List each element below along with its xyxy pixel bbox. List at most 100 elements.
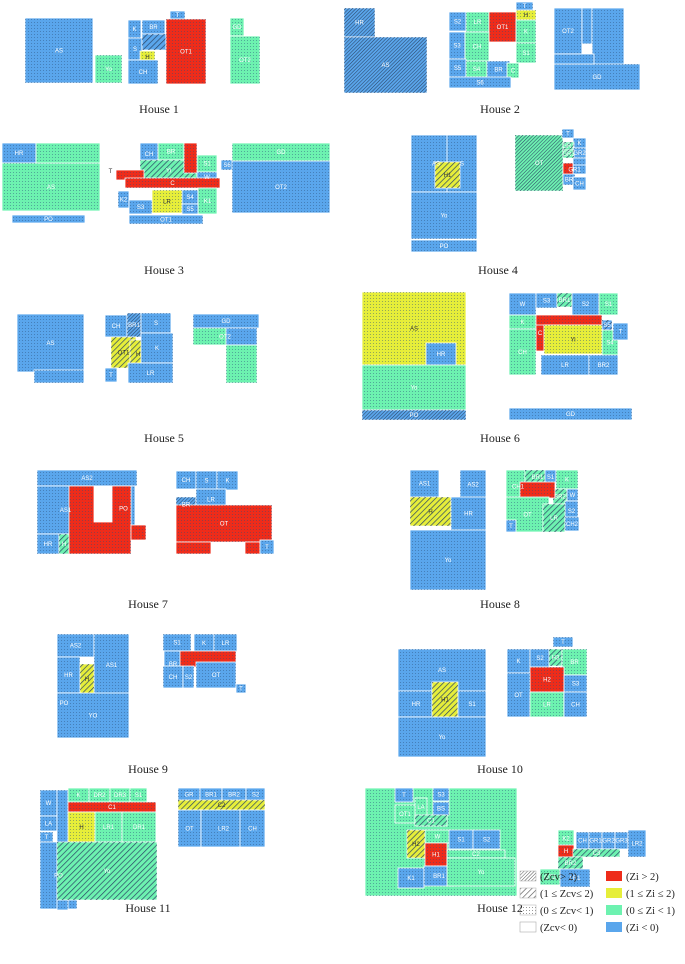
- caption-house-1: House 1: [139, 102, 179, 116]
- h2-room-label: HR: [355, 21, 364, 27]
- h3-room-label: LR: [163, 200, 171, 206]
- legend-swatch-hatch: [519, 887, 537, 899]
- h1-room-label: OT2: [239, 58, 251, 64]
- h12-room-label: LR2: [631, 842, 643, 848]
- h3-room-label: CH: [145, 152, 154, 158]
- h7-room-label: T: [265, 545, 269, 551]
- h2-room-label: AS: [381, 63, 389, 69]
- h6-room-label: S1: [605, 302, 613, 308]
- h8-room-label: T: [509, 524, 513, 530]
- h4-room-label: H1: [444, 173, 452, 179]
- h7-room-label: PO: [119, 507, 128, 513]
- legend-swatch-yellow: [606, 888, 622, 898]
- legend-swatch-empty: [519, 921, 537, 933]
- h4-room-label: GR2: [573, 151, 586, 157]
- h4-room-label: GR3: [562, 152, 575, 158]
- h8-room-label: K: [565, 478, 569, 484]
- h6-room-label: BR2: [598, 363, 610, 369]
- h10-room-label: H1: [441, 698, 449, 704]
- legend-swatch-red: [606, 871, 622, 881]
- h12-room-label: C2: [472, 852, 480, 858]
- h1-room-label: BR: [149, 25, 158, 31]
- h10-room-label: Yo: [439, 735, 446, 741]
- h1-room-label: Yo: [105, 67, 112, 73]
- h3-room: [183, 142, 198, 174]
- h12-room-label: C1: [427, 819, 435, 825]
- h11-room-label: DR2: [93, 793, 106, 799]
- h11-room-label: Yo: [104, 869, 111, 875]
- h6-room-label: HR: [437, 352, 446, 358]
- h12-room-label: GR2: [602, 839, 615, 845]
- h8-room-label: H: [428, 510, 432, 516]
- h10-room-label: OT: [514, 693, 523, 699]
- h10-room-label: H2: [543, 678, 551, 684]
- h5-room-label: K: [155, 346, 159, 352]
- h9-room-label: CH: [169, 675, 178, 681]
- h2-room-label: BR: [494, 68, 503, 74]
- h12-room-label: T: [402, 793, 406, 799]
- h8-room-label: OT: [523, 513, 532, 519]
- h1-room-label: OT1: [180, 50, 192, 56]
- h6-room-label: LR: [561, 363, 569, 369]
- h11-room-label: C2: [218, 803, 226, 809]
- h11-room-label: LA: [45, 822, 52, 828]
- h12-room-label: GR3: [615, 839, 628, 845]
- h11-room-label: W: [46, 801, 52, 807]
- h7-room-label: K: [225, 479, 229, 485]
- h3-room-label: Yi: [166, 169, 171, 175]
- h11-room-label: LR2: [218, 827, 230, 833]
- h5-room-label: AS: [46, 341, 54, 347]
- h4-room-label: AS: [432, 162, 440, 168]
- h2-room-label: CH: [473, 45, 482, 51]
- h9-room-label: K: [202, 641, 206, 647]
- h7-room-label: AS1: [60, 508, 72, 514]
- legend-label: (Zi < 0): [626, 923, 659, 934]
- h1-room-label: CH: [139, 70, 148, 76]
- h6-room-label: CH: [518, 350, 527, 356]
- h12-room-label: S1: [457, 838, 465, 844]
- h1-room-label: GD: [233, 25, 243, 31]
- room-layer: [1, 1, 647, 911]
- h12-room-label: K2: [562, 837, 570, 843]
- h8-room-label: HR: [464, 512, 473, 518]
- h7-room-label: OT: [220, 522, 229, 528]
- h6-room-label: C: [538, 331, 543, 337]
- h2-room-label: T: [523, 4, 527, 10]
- h2-room-label: S6: [476, 81, 484, 87]
- h7-room-label: S: [204, 479, 208, 485]
- h10-room-label: BR: [570, 660, 579, 666]
- legend-swatch-blue: [606, 922, 622, 932]
- h11-room-label: S1: [135, 793, 143, 799]
- h3-room-label: PO: [44, 217, 53, 223]
- h2-room-label: OT1: [497, 25, 509, 31]
- h10-room-label: H3: [552, 656, 560, 662]
- h3-room-label: HR: [15, 151, 24, 157]
- h5-room-label: CH: [112, 324, 121, 330]
- h7-room-label: LR: [207, 498, 215, 504]
- legend-swatch-dots: [519, 904, 537, 916]
- caption-house-11: House 11: [125, 901, 170, 915]
- h8-room-label: CH1: [512, 485, 525, 491]
- h5-room-label: S: [154, 321, 158, 327]
- h3-room-label: S6: [223, 163, 231, 169]
- h11-room-label: CH: [248, 827, 257, 833]
- caption-house-9: House 9: [128, 762, 168, 776]
- h7-room: [244, 541, 261, 555]
- caption-house-2: House 2: [480, 102, 520, 116]
- h12-room-label: K1: [407, 876, 415, 882]
- h1-room-label: H: [145, 55, 149, 61]
- h5-room: [225, 344, 258, 384]
- h11-room-label: S2: [252, 793, 260, 799]
- caption-house-3: House 3: [144, 263, 184, 277]
- legend-label: (0 ≤ Zi < 1): [626, 906, 676, 917]
- h1-room-label: AS: [55, 49, 63, 55]
- h10-room-label: T: [561, 640, 565, 646]
- h3-room-label: K2: [120, 198, 128, 204]
- h3-room-label: S5: [186, 207, 194, 213]
- h3-room-label: GD: [277, 150, 287, 156]
- h10-room-label: S1: [468, 702, 476, 708]
- h7-room: [175, 541, 212, 555]
- h8-room-label: S1: [547, 475, 555, 481]
- h3-room-label: OT1: [160, 218, 172, 224]
- h3-room: [35, 142, 101, 164]
